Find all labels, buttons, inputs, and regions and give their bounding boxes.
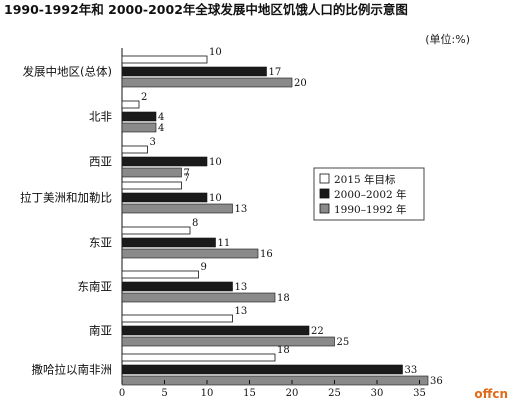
bar-target-2015: [121, 55, 208, 64]
bar-2000-2002: [121, 66, 267, 77]
x-tick-label: 15: [243, 388, 256, 399]
x-tick-label: 35: [413, 388, 426, 399]
data-label: 7: [184, 173, 190, 184]
data-label: 25: [337, 337, 350, 348]
bar-1990-1992: [121, 248, 259, 259]
bar-1990-1992: [121, 203, 233, 214]
watermark-text: offcn: [474, 387, 508, 401]
bar-1990-1992: [121, 292, 276, 303]
bar-target-2015: [121, 353, 276, 362]
bar-2000-2002: [121, 156, 208, 167]
chart-title: 1990-1992年和 2000-2002年全球发展中地区饥饿人口的比例示意图: [4, 2, 408, 17]
legend-swatch: [319, 203, 330, 214]
category-label: 北非: [89, 110, 112, 124]
data-label: 11: [218, 238, 231, 249]
bar-1990-1992: [121, 375, 429, 386]
data-label: 18: [277, 345, 290, 356]
bar-1990-1992: [121, 77, 293, 88]
category-label: 拉丁美洲和加勒比: [20, 191, 112, 205]
legend-swatch: [319, 188, 330, 199]
data-label: 36: [430, 376, 443, 387]
legend: 2015 年目标 2000–2002 年 1990–1992 年: [313, 167, 425, 221]
category-label: 东南亚: [78, 280, 113, 294]
data-label: 3: [150, 137, 156, 148]
data-label: 20: [294, 78, 307, 89]
bar-1990-1992: [121, 122, 157, 133]
bar-target-2015: [121, 226, 191, 235]
data-label: 18: [277, 293, 290, 304]
category-label: 发展中地区(总体): [23, 65, 112, 79]
bar-target-2015: [121, 100, 140, 109]
data-label: 4: [158, 112, 164, 123]
legend-swatch: [319, 173, 330, 184]
legend-label: 2000–2002 年: [334, 188, 407, 201]
x-tick-label: 5: [161, 388, 167, 399]
data-label: 10: [209, 157, 222, 168]
x-tick-label: 25: [328, 388, 341, 399]
category-label: 撒哈拉以南非洲: [32, 363, 113, 377]
legend-label: 1990–1992 年: [334, 203, 407, 216]
data-label: 10: [209, 193, 222, 204]
data-label: 33: [405, 365, 418, 376]
bar-2000-2002: [121, 364, 403, 375]
bar-2000-2002: [121, 192, 208, 203]
x-tick-label: 20: [286, 388, 299, 399]
bar-1990-1992: [121, 167, 182, 178]
data-label: 13: [235, 306, 248, 317]
x-tick-label: 10: [201, 388, 214, 399]
data-label: 22: [311, 326, 324, 337]
data-label: 2: [141, 92, 147, 103]
bar-2000-2002: [121, 325, 310, 336]
bar-1990-1992: [121, 336, 335, 347]
category-label: 南亚: [89, 324, 112, 338]
bar-target-2015: [121, 270, 199, 279]
data-label: 8: [192, 218, 198, 229]
bar-target-2015: [121, 181, 182, 190]
bar-2000-2002: [121, 237, 216, 248]
category-label: 东亚: [89, 236, 112, 250]
x-axis-ticks: 0 5 10 15 20 25 30 35: [119, 380, 426, 399]
legend-label: 2015 年目标: [334, 173, 396, 186]
data-label: 16: [260, 249, 273, 260]
legend-frame: [313, 167, 425, 221]
bar-target-2015: [121, 145, 148, 154]
data-label: 13: [235, 282, 248, 293]
data-label: 17: [269, 67, 282, 78]
unit-label: (单位:%): [425, 32, 470, 46]
category-label: 西亚: [89, 155, 112, 169]
data-label: 13: [235, 204, 248, 215]
data-label: 4: [158, 123, 164, 134]
bar-2000-2002: [121, 111, 157, 122]
data-label: 9: [201, 262, 207, 273]
bar-2000-2002: [121, 281, 233, 292]
data-label: 7: [184, 168, 190, 179]
bar-target-2015: [121, 314, 233, 323]
data-label: 10: [209, 47, 222, 58]
x-tick-label: 30: [371, 388, 384, 399]
x-tick-label: 0: [119, 388, 125, 399]
